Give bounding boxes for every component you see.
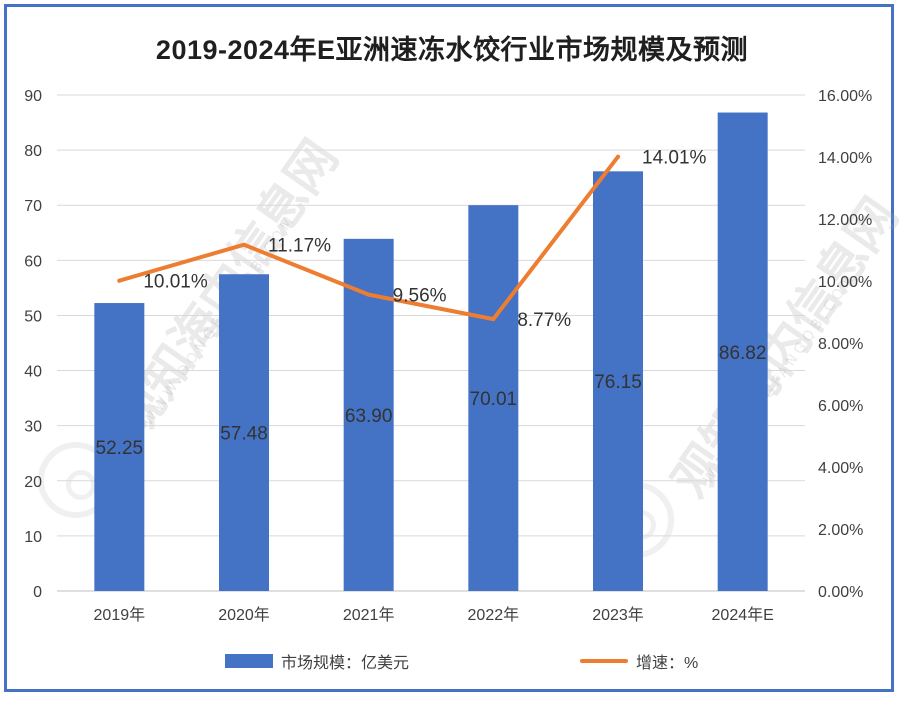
legend-line-swatch xyxy=(580,659,628,663)
legend-item-line: 增速：% xyxy=(580,650,698,672)
y-left-tick-label: 30 xyxy=(24,419,42,436)
y-right-tick-label: 8.00% xyxy=(818,336,863,353)
y-right-tick-label: 16.00% xyxy=(818,88,872,105)
x-tick-label: 2023年 xyxy=(592,606,644,624)
y-right-tick-label: 14.00% xyxy=(818,150,872,167)
x-tick-label: 2020年 xyxy=(218,606,270,624)
bar-data-label: 86.82 xyxy=(719,343,767,364)
bar-series xyxy=(94,112,768,591)
line-data-label: 11.17% xyxy=(268,236,331,257)
bar-data-label: 52.25 xyxy=(96,438,144,459)
y-left-tick-label: 40 xyxy=(24,364,42,381)
y-right-tick-label: 4.00% xyxy=(818,460,863,477)
line-point xyxy=(366,292,371,297)
bar xyxy=(593,171,643,591)
line-data-label: 14.01% xyxy=(642,148,707,169)
y-left-tick-label: 70 xyxy=(24,198,42,215)
bar-data-labels: 52.25 57.48 63.90 70.01 76.15 86.82 xyxy=(96,343,767,459)
y-right-tick-label: 2.00% xyxy=(818,522,863,539)
bar-data-label: 70.01 xyxy=(470,389,518,410)
axis-ticks: 0 10 20 30 40 50 60 70 80 90 0.00% 2.00% 4.00% 6.00% 8… xyxy=(24,88,872,624)
legend-line-label: 增速：% xyxy=(636,655,699,672)
line-series xyxy=(117,154,620,322)
bar-data-label: 76.15 xyxy=(594,372,642,393)
bar xyxy=(468,205,519,591)
bar xyxy=(717,112,768,591)
line-point xyxy=(616,154,620,159)
gridlines xyxy=(57,94,805,592)
bar-data-label: 63.90 xyxy=(345,406,393,427)
x-tick-label: 2024年E xyxy=(712,606,774,624)
line-data-label: 8.77% xyxy=(517,310,571,331)
line-point xyxy=(117,278,122,283)
chart-title: 2019-2024年E亚洲速冻水饺行业市场规模及预测 xyxy=(155,35,749,65)
x-tick-label: 2021年 xyxy=(343,606,395,624)
legend-bar-label: 市场规模：亿美元 xyxy=(281,655,410,672)
y-left-tick-label: 60 xyxy=(24,253,42,270)
y-left-tick-label: 20 xyxy=(24,474,42,491)
line-data-label: 10.01% xyxy=(143,272,208,293)
legend-bar-swatch xyxy=(225,654,273,668)
line-point xyxy=(491,317,496,322)
bar xyxy=(94,303,145,591)
x-tick-label: 2019年 xyxy=(94,606,146,624)
y-left-tick-label: 80 xyxy=(24,143,42,160)
y-left-tick-label: 10 xyxy=(24,529,42,546)
line-data-labels: 10.01% 11.17% 9.56% 8.77% 14.01% xyxy=(143,148,706,331)
x-tick-label: 2022年 xyxy=(468,606,520,624)
y-right-tick-label: 6.00% xyxy=(818,398,863,415)
bar xyxy=(219,274,269,591)
y-left-tick-label: 50 xyxy=(24,308,42,325)
line-data-label: 9.56% xyxy=(393,286,447,307)
y-left-tick-label: 90 xyxy=(24,88,42,105)
y-right-tick-label: 12.00% xyxy=(818,212,872,229)
y-left-tick-label: 0 xyxy=(33,584,42,601)
y-right-tick-label: 10.00% xyxy=(818,274,872,291)
bar-data-label: 57.48 xyxy=(220,424,268,445)
y-right-tick-label: 0.00% xyxy=(818,584,863,601)
legend: 市场规模：亿美元 增速：% xyxy=(0,650,904,674)
line-point xyxy=(242,242,246,247)
legend-item-bar: 市场规模：亿美元 xyxy=(225,650,409,672)
